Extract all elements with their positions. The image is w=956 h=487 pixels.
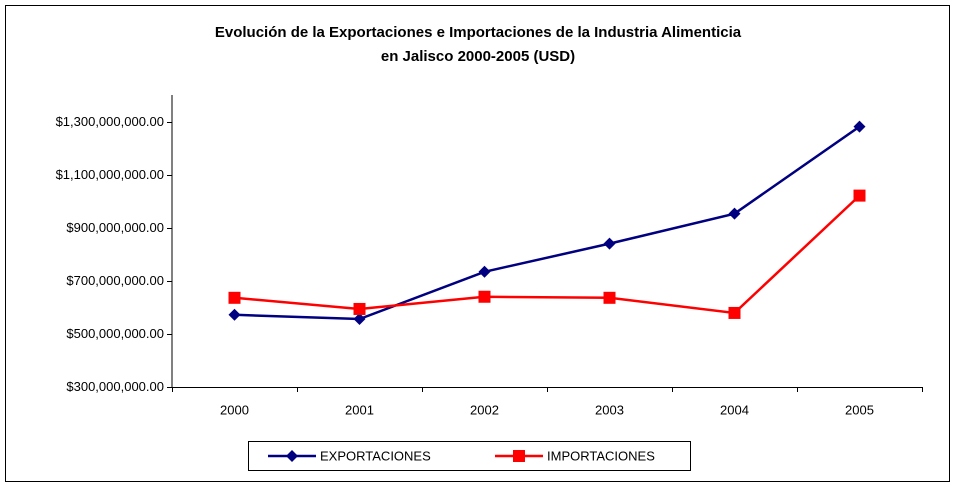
y-tick-label: $900,000,000.00 bbox=[66, 220, 164, 235]
marker bbox=[853, 120, 866, 133]
marker bbox=[728, 306, 741, 319]
marker bbox=[603, 291, 616, 304]
marker bbox=[853, 189, 866, 202]
y-tick-label: $300,000,000.00 bbox=[66, 379, 164, 394]
marker bbox=[603, 237, 616, 250]
legend-label: IMPORTACIONES bbox=[547, 448, 655, 463]
chart-title: Evolución de la Exportaciones e Importac… bbox=[215, 24, 742, 41]
x-tick-label: 2005 bbox=[845, 402, 874, 417]
marker bbox=[228, 308, 241, 321]
marker bbox=[513, 450, 525, 462]
y-tick-label: $700,000,000.00 bbox=[66, 273, 164, 288]
y-tick-label: $1,300,000,000.00 bbox=[56, 114, 164, 129]
x-tick-label: 2001 bbox=[345, 402, 374, 417]
marker bbox=[478, 265, 491, 278]
marker bbox=[353, 313, 366, 326]
x-tick-label: 2003 bbox=[595, 402, 624, 417]
marker bbox=[286, 450, 298, 462]
x-tick-label: 2000 bbox=[220, 402, 249, 417]
series-line bbox=[234, 194, 861, 315]
y-tick-label: $500,000,000.00 bbox=[66, 326, 164, 341]
chart-frame bbox=[5, 5, 950, 482]
y-tick-label: $1,100,000,000.00 bbox=[56, 167, 164, 182]
marker bbox=[228, 291, 241, 304]
legend-box bbox=[248, 441, 691, 471]
x-tick-label: 2004 bbox=[720, 402, 749, 417]
marker bbox=[353, 302, 366, 315]
series-line bbox=[234, 125, 861, 321]
marker bbox=[728, 207, 741, 220]
legend-label: EXPORTACIONES bbox=[320, 448, 431, 463]
x-tick-label: 2002 bbox=[470, 402, 499, 417]
marker bbox=[478, 290, 491, 303]
chart-title: en Jalisco 2000-2005 (USD) bbox=[381, 48, 575, 65]
